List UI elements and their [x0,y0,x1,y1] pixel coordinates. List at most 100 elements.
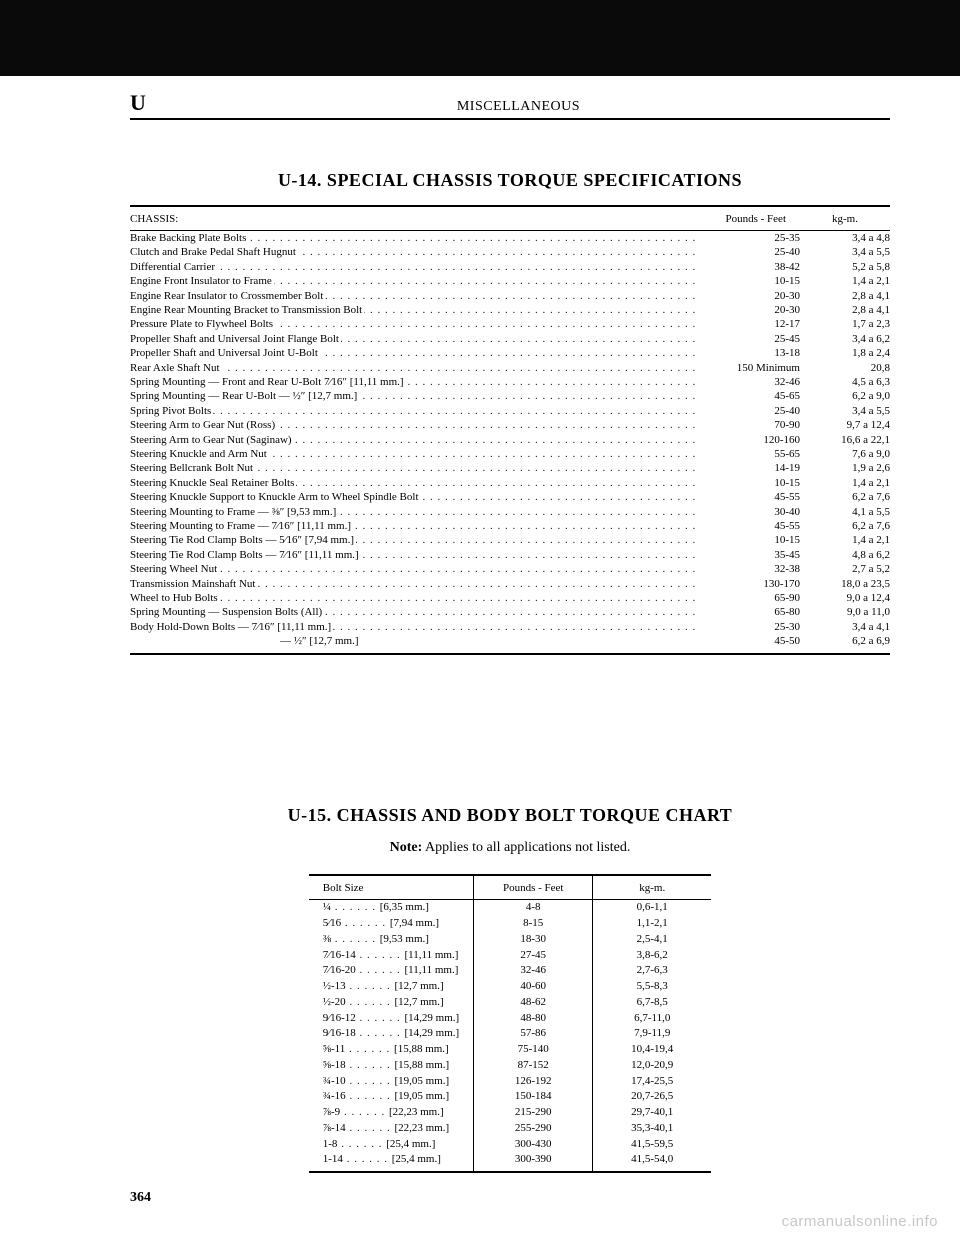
row-label: Steering Tie Rod Clamp Bolts — 5⁄16″ [7,… [130,534,700,548]
bolt-pf: 32-46 [474,963,593,979]
table-row: ¾-10 . . . . . . [19,05 mm.]126-19217,4-… [309,1074,711,1090]
row-pounds-feet: 45-55 [700,491,800,505]
row-pounds-feet: 65-90 [700,592,800,606]
row-kgm: 2,7 a 5,2 [800,563,890,577]
bolt-pf: 300-430 [474,1137,593,1153]
bolt-kg: 3,8-6,2 [593,948,712,964]
row-kgm: 3,4 a 4,1 [800,620,890,634]
row-label: Steering Mounting to Frame — 7⁄16″ [11,1… [130,520,700,534]
row-pounds-feet: 70-90 [700,419,800,433]
row-pounds-feet: 55-65 [700,448,800,462]
bolt-size: ½-13 . . . . . . [12,7 mm.] [309,979,474,995]
row-kgm: 9,7 a 12,4 [800,419,890,433]
row-label: Transmission Mainshaft Nut [130,577,700,591]
row-kgm: 4,1 a 5,5 [800,505,890,519]
row-label: Propeller Shaft and Universal Joint U-Bo… [130,347,700,361]
row-label: Steering Arm to Gear Nut (Saginaw) [130,433,700,447]
row-pounds-feet: 35-45 [700,548,800,562]
row-kgm: 1,7 a 2,3 [800,318,890,332]
table-row: Steering Arm to Gear Nut (Ross)70-909,7 … [130,419,890,433]
table-row: Steering Tie Rod Clamp Bolts — 5⁄16″ [7,… [130,534,890,548]
row-pounds-feet: 150 Minimum [700,361,800,375]
row-kgm: 6,2 a 7,6 [800,491,890,505]
row-label: Steering Knuckle Support to Knuckle Arm … [130,491,700,505]
table-row: Pressure Plate to Flywheel Bolts12-171,7… [130,318,890,332]
row-label: Body Hold-Down Bolts — 7⁄16″ [11,11 mm.] [130,620,700,634]
row-label: Steering Knuckle Seal Retainer Bolts [130,476,700,490]
table-row: Wheel to Hub Bolts65-909,0 a 12,4 [130,592,890,606]
bolt-pf: 57-86 [474,1026,593,1042]
bolt-kg: 35,3-40,1 [593,1121,712,1137]
row-kgm: 18,0 a 23,5 [800,577,890,591]
bolt-size: ⅝-11 . . . . . . [15,88 mm.] [309,1042,474,1058]
row-label: Differential Carrier [130,260,700,274]
bolt-kg: 29,7-40,1 [593,1105,712,1121]
bolt-kg: 17,4-25,5 [593,1074,712,1090]
table-row: Rear Axle Shaft Nut150 Minimum20,8 [130,361,890,375]
bolt-size: ¾-16 . . . . . . [19,05 mm.] [309,1089,474,1105]
page-number: 364 [130,1190,151,1206]
bolt-size: 1-14 . . . . . . [25,4 mm.] [309,1152,474,1172]
row-kgm: 4,5 a 6,3 [800,375,890,389]
table-row: ½-13 . . . . . . [12,7 mm.]40-605,5-8,3 [309,979,711,995]
bolt-kg: 41,5-54,0 [593,1152,712,1172]
bolt-pf: 8-15 [474,916,593,932]
bolt-size: ⅝-18 . . . . . . [15,88 mm.] [309,1058,474,1074]
row-kgm: 7,6 a 9,0 [800,448,890,462]
row-pounds-feet: 20-30 [700,289,800,303]
row-kgm: 1,9 a 2,6 [800,462,890,476]
bolt-pf: 255-290 [474,1121,593,1137]
heading-u15: U-15. CHASSIS AND BODY BOLT TORQUE CHART [130,805,890,826]
row-label: Steering Mounting to Frame — ⅜″ [9,53 mm… [130,505,700,519]
row-kgm: 9,0 a 12,4 [800,592,890,606]
row-kgm: 3,4 a 6,2 [800,332,890,346]
row-label: Wheel to Hub Bolts [130,592,700,606]
bolt-table: Bolt Size Pounds - Feet kg-m. ¼ . . . . … [309,874,711,1174]
table-row: Steering Wheel Nut32-382,7 a 5,2 [130,563,890,577]
row-pounds-feet: 25-40 [700,404,800,418]
bolt-size: 9⁄16-18 . . . . . . [14,29 mm.] [309,1026,474,1042]
bolt-pf: 87-152 [474,1058,593,1074]
bolt-size: ¼ . . . . . . [6,35 mm.] [309,900,474,916]
heading-u14: U-14. SPECIAL CHASSIS TORQUE SPECIFICATI… [130,170,890,191]
row-pounds-feet: 45-50 [700,635,800,654]
row-label: Steering Tie Rod Clamp Bolts — 7⁄16″ [11… [130,548,700,562]
col-bolt-size: Bolt Size [309,875,474,900]
table-row: ½-20 . . . . . . [12,7 mm.]48-626,7-8,5 [309,995,711,1011]
table-row: Steering Mounting to Frame — 7⁄16″ [11,1… [130,520,890,534]
bolt-size: 9⁄16-12 . . . . . . [14,29 mm.] [309,1011,474,1027]
bolt-kg: 0,6-1,1 [593,900,712,916]
table-row: Steering Knuckle Support to Knuckle Arm … [130,491,890,505]
row-pounds-feet: 32-46 [700,375,800,389]
row-label: Engine Rear Insulator to Crossmember Bol… [130,289,700,303]
row-label: Engine Rear Mounting Bracket to Transmis… [130,303,700,317]
section-letter: U [130,90,147,116]
table-row: 7⁄16-14 . . . . . . [11,11 mm.]27-453,8-… [309,948,711,964]
row-kgm: 3,4 a 4,8 [800,231,890,246]
row-kgm: 1,8 a 2,4 [800,347,890,361]
bolt-kg: 7,9-11,9 [593,1026,712,1042]
row-kgm: 1,4 a 2,1 [800,476,890,490]
table-row: Spring Mounting — Front and Rear U-Bolt … [130,375,890,389]
table-row: Clutch and Brake Pedal Shaft Hugnut25-40… [130,246,890,260]
bolt-pf: 40-60 [474,979,593,995]
bolt-kg: 10,4-19,4 [593,1042,712,1058]
bolt-size: 1-8 . . . . . . [25,4 mm.] [309,1137,474,1153]
row-kgm: 16,6 a 22,1 [800,433,890,447]
col-bolt-pf: Pounds - Feet [474,875,593,900]
bolt-kg: 12,0-20,9 [593,1058,712,1074]
table-row: Spring Mounting — Rear U-Bolt — ½″ [12,7… [130,390,890,404]
table-row: Steering Knuckle and Arm Nut55-657,6 a 9… [130,448,890,462]
table-row: Steering Knuckle Seal Retainer Bolts10-1… [130,476,890,490]
row-pounds-feet: 25-40 [700,246,800,260]
table-row: Engine Rear Insulator to Crossmember Bol… [130,289,890,303]
row-label: Engine Front Insulator to Frame [130,275,700,289]
row-kgm: 4,8 a 6,2 [800,548,890,562]
bolt-size: ½-20 . . . . . . [12,7 mm.] [309,995,474,1011]
table-row: Engine Rear Mounting Bracket to Transmis… [130,303,890,317]
row-kgm: 3,4 a 5,5 [800,404,890,418]
bolt-size: ¾-10 . . . . . . [19,05 mm.] [309,1074,474,1090]
row-label: Spring Pivot Bolts [130,404,700,418]
content-area: U MISCELLANEOUS U-14. SPECIAL CHASSIS TO… [130,90,890,1173]
row-label: Brake Backing Plate Bolts [130,231,700,246]
